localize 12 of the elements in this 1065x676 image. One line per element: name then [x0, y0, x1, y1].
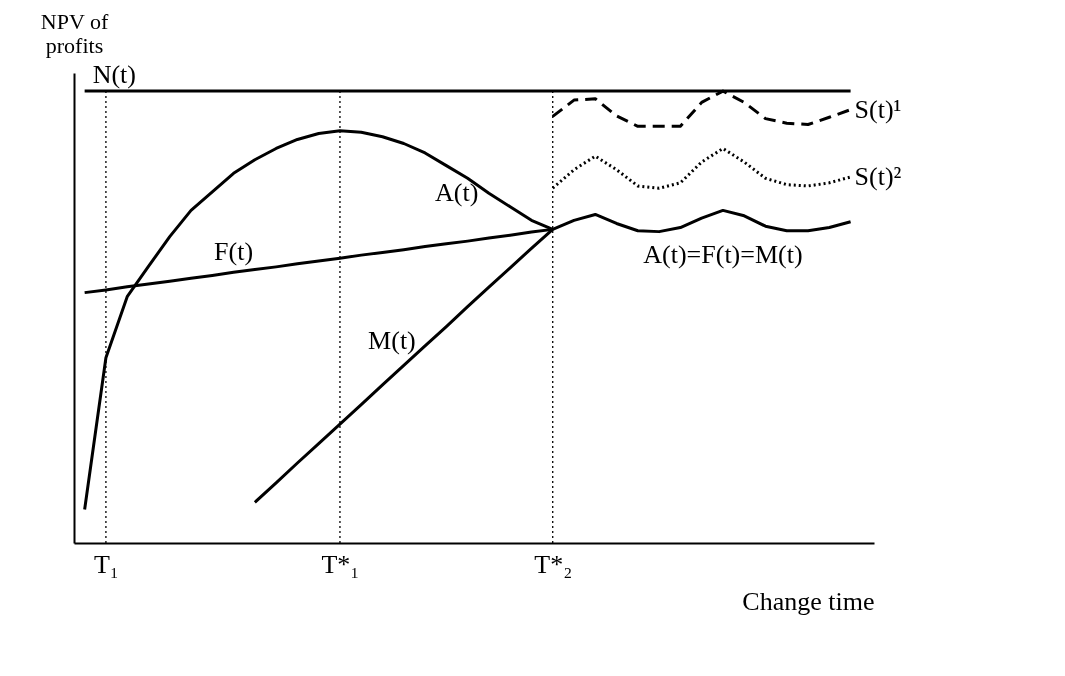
y-axis-title: NPV of profits [40, 8, 109, 58]
x-tick-label: T₁ [93, 549, 119, 579]
annotation: A(t)=F(t)=M(t) [643, 240, 803, 270]
series-label: N(t) [92, 60, 136, 90]
series-label: M(t) [368, 326, 416, 356]
x-axis-title: Change time [742, 586, 875, 616]
series-label: F(t) [214, 237, 254, 267]
series-label: S(t)¹ [854, 94, 902, 124]
series-label: A(t) [435, 177, 479, 207]
x-tick-label: T*₂ [534, 549, 573, 579]
series-label: S(t)² [854, 161, 902, 191]
x-tick-label: T*₁ [321, 549, 360, 579]
